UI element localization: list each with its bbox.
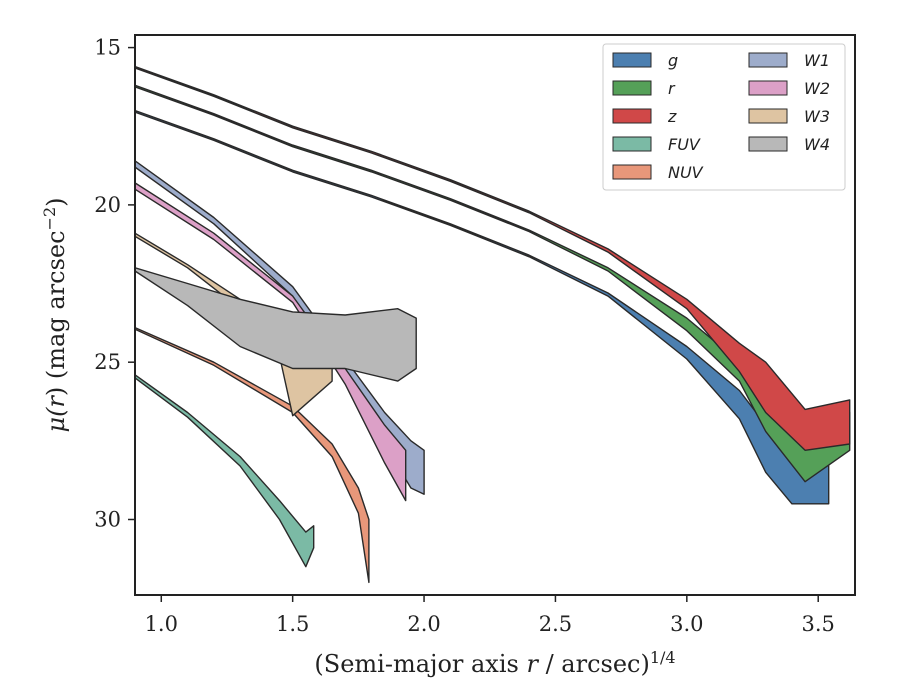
y-tick-label: 20: [94, 193, 121, 217]
series-band-g: [135, 109, 830, 505]
legend-swatch-nuv: [612, 164, 652, 180]
legend-label-g: g: [668, 51, 678, 70]
x-tick-label: 2.5: [539, 612, 572, 636]
tick-layer: 1.0 1.5 2.0 2.5 3.0 3.5 15 20 25 30: [94, 36, 835, 636]
series-band-w2: [135, 182, 407, 502]
legend-label-nuv: NUV: [668, 163, 704, 182]
x-tick-label: 1.0: [145, 612, 178, 636]
series-band-w4: [135, 267, 417, 382]
legend-swatch-z: [612, 108, 652, 124]
legend-swatch-g: [612, 52, 652, 68]
series-band-z: [135, 65, 851, 451]
x-tick-label: 1.5: [276, 612, 309, 636]
plot-frame: [134, 34, 856, 596]
series-band-fuv: [135, 374, 315, 568]
legend-swatch-w2: [748, 80, 788, 96]
y-tick-label: 15: [94, 36, 121, 60]
legend-swatch-w4: [748, 136, 788, 152]
legend-label-r: r: [668, 79, 676, 98]
x-tick-label: 2.0: [407, 612, 440, 636]
legend-label-w4: W4: [804, 135, 830, 154]
legend-label-w3: W3: [804, 107, 830, 126]
y-tick-label: 30: [94, 507, 121, 531]
legend-swatch-w1: [748, 52, 788, 68]
legend: grz FUV NUV W1 W2 W3 W4: [602, 43, 846, 191]
series-band-r: [135, 84, 851, 483]
x-tick-label: 3.5: [802, 612, 835, 636]
x-axis-label: (Semi-major axis r / arcsec)1/4: [314, 648, 675, 678]
series-layer: [135, 65, 851, 584]
legend-label-fuv: FUV: [668, 135, 701, 154]
legend-label-w2: W2: [804, 79, 830, 98]
y-tick-label: 25: [94, 350, 121, 374]
legend-swatch-fuv: [612, 136, 652, 152]
y-axis-label: μ(r) (mag arcsec−2): [40, 197, 70, 432]
legend-label-z: z: [667, 107, 677, 126]
legend-swatch-r: [612, 80, 652, 96]
legend-label-w1: W1: [804, 51, 830, 70]
x-tick-label: 3.0: [670, 612, 703, 636]
legend-swatch-w3: [748, 108, 788, 124]
